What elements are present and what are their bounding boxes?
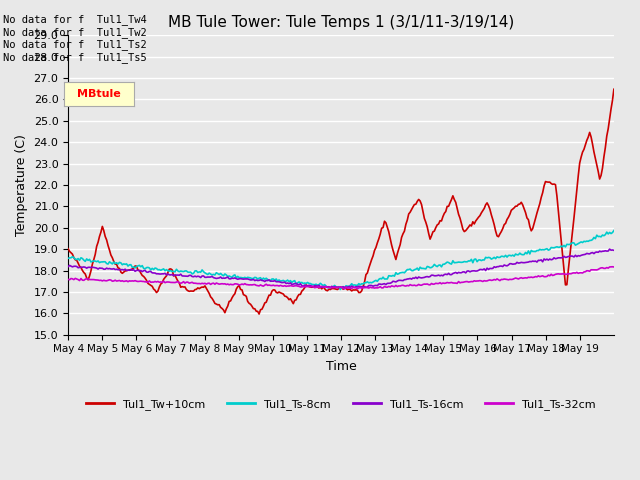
Title: MB Tule Tower: Tule Temps 1 (3/1/11-3/19/14): MB Tule Tower: Tule Temps 1 (3/1/11-3/19… [168,15,514,30]
X-axis label: Time: Time [326,360,356,373]
Text: No data for f  Tul1_Tw4
No data for f  Tul1_Tw2
No data for f  Tul1_Ts2
No data : No data for f Tul1_Tw4 No data for f Tul… [3,14,147,63]
Text: MBtule: MBtule [77,89,121,98]
Y-axis label: Temperature (C): Temperature (C) [15,134,28,236]
Legend: Tul1_Tw+10cm, Tul1_Ts-8cm, Tul1_Ts-16cm, Tul1_Ts-32cm: Tul1_Tw+10cm, Tul1_Ts-8cm, Tul1_Ts-16cm,… [82,394,600,414]
